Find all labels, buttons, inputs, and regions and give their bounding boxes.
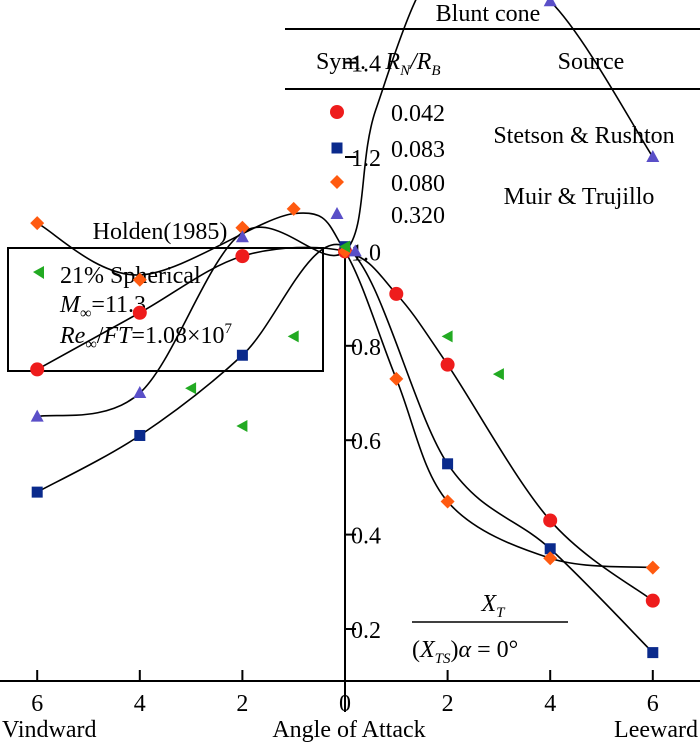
- point-circle: [645, 593, 660, 608]
- y-label-denominator: (XTS)α = 0°: [412, 637, 518, 667]
- legend-marker-diamond: [330, 175, 344, 189]
- point-diamond: [543, 551, 558, 566]
- point-triangle-left: [492, 368, 504, 381]
- legend-header-sym: Sym.: [316, 49, 366, 75]
- y-tick-label: 0.2: [351, 618, 381, 644]
- legend-box-series-label: 21% Spherical: [60, 263, 201, 289]
- x-tick-label: 0: [339, 691, 351, 717]
- legend-ratio-2: 0.083: [391, 137, 445, 163]
- point-triangle-left: [185, 382, 197, 395]
- legend-source-1: Stetson & Rushton: [493, 123, 674, 149]
- fit-curve-4: [37, 0, 654, 418]
- legend-header-source: Source: [558, 49, 625, 75]
- point-triangle-left: [441, 330, 453, 343]
- point-diamond: [132, 272, 147, 287]
- y-tick-label: 0.8: [351, 335, 381, 361]
- x-axis-label-right: Leeward: [614, 717, 698, 743]
- point-square: [31, 486, 43, 498]
- point-square: [442, 458, 454, 470]
- point-triangle: [133, 386, 147, 398]
- x-tick-label: 2: [236, 691, 248, 717]
- legend-box: Holden(1985) 21% Spherical M∞=11.3 Re∞/F…: [7, 219, 324, 372]
- legend-box-reynolds: Re∞/FT=1.08×107: [59, 321, 232, 353]
- legend-marker-square: [331, 142, 343, 154]
- legend-marker-circle: [330, 105, 344, 119]
- y-tick-label: 0.6: [351, 429, 381, 455]
- point-circle: [30, 362, 45, 377]
- legend-box-frame: [7, 247, 324, 372]
- point-square: [134, 429, 146, 441]
- point-circle: [235, 249, 250, 264]
- y-axis-fraction-label: XT (XTS)α = 0°: [412, 591, 568, 667]
- point-diamond: [30, 216, 45, 231]
- point-triangle-left: [339, 240, 350, 253]
- point-diamond: [389, 371, 404, 386]
- legend-header-ratio: RN/RB: [384, 49, 440, 79]
- legend-source-2: Muir & Trujillo: [504, 184, 655, 210]
- point-circle: [132, 305, 147, 320]
- legend-ratio-3: 0.080: [391, 171, 445, 197]
- point-diamond: [440, 494, 455, 509]
- point-circle: [440, 357, 455, 372]
- legend-marker-triangle: [330, 207, 344, 219]
- legend-table: Blunt cone Sym. RN/RB Source 0.042 0.083 0…: [285, 1, 700, 229]
- point-square: [647, 647, 659, 659]
- point-triangle: [646, 150, 660, 162]
- legend-box-heading: Holden(1985): [93, 219, 228, 245]
- x-tick-label: 4: [134, 691, 146, 717]
- x-axis-label-left: Vindward: [2, 717, 97, 743]
- x-tick-label: 6: [31, 691, 43, 717]
- x-tick-label: 6: [647, 691, 659, 717]
- point-triangle: [348, 244, 362, 257]
- point-diamond: [235, 220, 250, 235]
- point-triangle-left: [287, 330, 299, 343]
- point-triangle: [235, 230, 249, 243]
- legend-ratio-1: 0.042: [391, 101, 445, 127]
- point-triangle-left: [236, 420, 248, 433]
- legend-box-marker: [33, 266, 44, 279]
- y-tick-label: 0.4: [351, 524, 381, 550]
- point-diamond: [645, 560, 660, 575]
- fit-curve-3: [36, 212, 653, 569]
- point-triangle: [30, 409, 44, 422]
- point-square: [236, 349, 248, 361]
- point-triangle: [543, 0, 557, 7]
- point-square: [544, 543, 556, 555]
- x-axis-label: Angle of Attack: [272, 717, 425, 743]
- point-diamond: [286, 201, 301, 216]
- legend-box-mach: M∞=11.3: [59, 292, 146, 322]
- y-tick-label: 1.4: [351, 52, 381, 78]
- data-markers: [30, 0, 660, 659]
- legend-table-title: Blunt cone: [436, 1, 541, 27]
- x-tick-label: 4: [544, 691, 556, 717]
- x-tick-label: 2: [442, 691, 454, 717]
- point-circle: [389, 286, 404, 301]
- y-label-numerator: XT: [480, 591, 506, 621]
- point-circle: [543, 513, 558, 528]
- legend-ratio-4: 0.320: [391, 203, 445, 229]
